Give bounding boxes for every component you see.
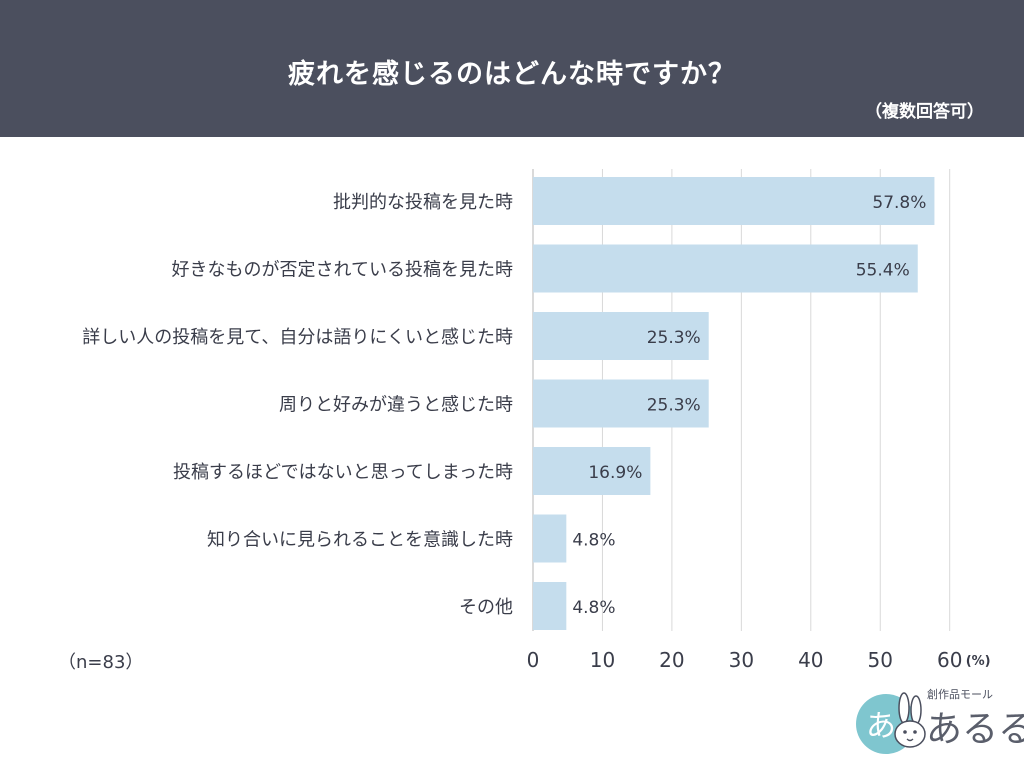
category-label: 詳しい人の投稿を見て、自分は語りにくいと感じた時: [82, 327, 513, 348]
data-label: 16.9%: [588, 463, 642, 483]
category-label: 周りと好みが違うと感じた時: [279, 395, 513, 416]
data-label: 4.8%: [572, 531, 615, 551]
logo-name: あるる: [926, 709, 1024, 750]
category-label: 知り合いに見られることを意識した時: [207, 530, 513, 551]
data-label: 4.8%: [572, 598, 615, 618]
bar: [533, 447, 651, 495]
x-tick-label: 0: [527, 648, 540, 672]
chart-subtitle: （複数回答可）: [865, 102, 984, 122]
chart-title: 疲れを感じるのはどんな時ですか？: [288, 59, 736, 90]
rabbit-logo-icon: あ: [856, 692, 926, 754]
bar-chart: 0 10 20 30 40 50 60 (%) 批判的な投稿を見た時 57.8% 好きなものが否定さ…: [82, 169, 991, 672]
bar: [533, 244, 918, 293]
logo-tagline: 創作品モール: [927, 688, 993, 701]
category-label: その他: [459, 597, 513, 618]
x-tick-label: 20: [659, 648, 684, 672]
x-tick-label: 60: [937, 648, 962, 672]
data-label: 25.3%: [647, 396, 701, 416]
sample-size: （n=83）: [58, 652, 144, 673]
x-tick-label: 10: [590, 648, 615, 672]
x-tick-label: 50: [868, 648, 893, 672]
data-label: 57.8%: [872, 193, 926, 213]
data-label: 25.3%: [647, 328, 701, 348]
category-label: 好きなものが否定されている投稿を見た時: [172, 260, 513, 281]
x-tick-label: 30: [729, 648, 754, 672]
bar: [533, 312, 709, 360]
brand-logo: あ 創作品モール あるる: [852, 686, 1024, 758]
svg-text:あ: あ: [866, 709, 896, 744]
bar: [533, 514, 567, 563]
x-tick-label: 40: [798, 648, 823, 672]
bar: [533, 177, 935, 225]
header-banner: 疲れを感じるのはどんな時ですか？ （複数回答可）: [0, 0, 1024, 137]
bar: [533, 582, 567, 630]
data-label: 55.4%: [856, 261, 910, 281]
category-label: 投稿するほどではないと思ってしまった時: [173, 462, 513, 483]
bar: [533, 379, 709, 428]
x-axis-unit: (%): [966, 654, 991, 669]
category-label: 批判的な投稿を見た時: [333, 192, 513, 213]
